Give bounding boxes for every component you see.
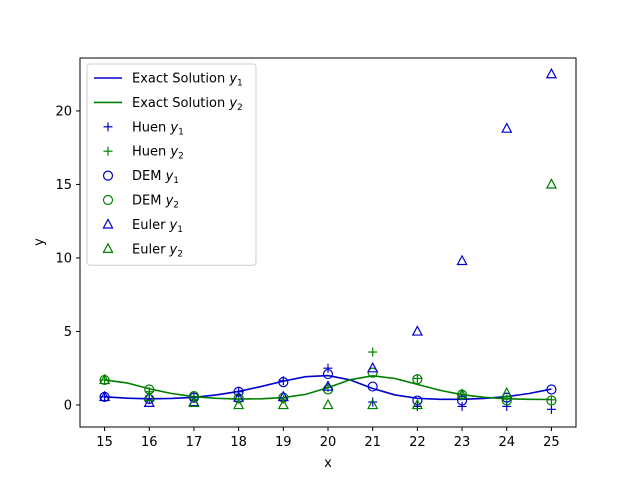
y-tick-label: 15 xyxy=(55,178,72,193)
point-dem-y2 xyxy=(501,395,512,406)
point-euler-y2 xyxy=(143,390,155,402)
point-dem-y2 xyxy=(412,374,423,385)
legend-item: Exact Solution y1 xyxy=(94,72,243,89)
point-dem-y1 xyxy=(546,384,557,395)
point-euler-y2 xyxy=(98,373,111,385)
point-huen-y1 xyxy=(546,404,556,414)
series-dem-y2 xyxy=(99,367,557,406)
legend-item: Huen y1 xyxy=(103,120,184,137)
point-dem-y1 xyxy=(456,395,468,406)
point-euler-y1 xyxy=(545,67,558,79)
x-tick-label: 16 xyxy=(141,435,158,450)
point-dem-y1 xyxy=(501,392,512,403)
y-tick-label: 5 xyxy=(64,325,72,340)
legend-label: Euler y2 xyxy=(132,242,183,259)
x-tick-label: 19 xyxy=(275,435,292,450)
legend-item: Huen y2 xyxy=(103,145,184,162)
point-dem-y2 xyxy=(188,391,200,402)
legend-label: Huen y1 xyxy=(132,120,184,137)
legend-item: Exact Solution y2 xyxy=(94,96,243,113)
legend-label: DEM y2 xyxy=(132,194,179,211)
point-euler-y2 xyxy=(545,178,558,189)
legend-swatch xyxy=(103,122,113,132)
series-line-exact-solution-y1 xyxy=(104,374,552,401)
legend-item: Euler y1 xyxy=(102,218,183,235)
point-euler-y2 xyxy=(233,398,245,410)
point-euler-y1 xyxy=(411,325,423,336)
point-euler-y2 xyxy=(501,386,513,398)
point-euler-y1 xyxy=(456,254,468,266)
legend-swatch xyxy=(102,194,114,206)
point-euler-y2 xyxy=(188,396,200,407)
legend-swatch xyxy=(103,146,113,156)
point-dem-y1 xyxy=(367,381,378,392)
point-dem-y1 xyxy=(233,386,244,397)
legend-swatch xyxy=(102,170,114,181)
legend-label: Exact Solution y2 xyxy=(132,96,243,113)
point-huen-y2 xyxy=(546,395,556,405)
point-euler-y1 xyxy=(98,390,111,402)
point-dem-y2 xyxy=(546,395,557,406)
x-tick-label: 17 xyxy=(186,435,203,450)
legend-item: DEM y2 xyxy=(102,194,179,211)
point-huen-y1 xyxy=(323,363,333,373)
legend-item: Euler y2 xyxy=(102,242,183,259)
y-axis: 0 5 10 15 20 xyxy=(55,104,80,413)
y-axis-label: y xyxy=(32,238,47,246)
point-dem-y2 xyxy=(144,384,155,395)
x-tick-label: 15 xyxy=(96,435,113,450)
point-dem-y1 xyxy=(278,377,289,388)
point-dem-y2 xyxy=(367,367,378,378)
y-tick-label: 20 xyxy=(55,104,72,119)
point-euler-y2 xyxy=(322,398,334,410)
point-euler-y2 xyxy=(277,398,289,410)
x-tick-label: 22 xyxy=(409,435,426,450)
y-tick-label: 0 xyxy=(64,398,72,413)
x-tick-label: 21 xyxy=(364,435,381,450)
legend-label: Huen y2 xyxy=(132,145,184,162)
legend-item: DEM y1 xyxy=(102,169,179,186)
legend-swatch xyxy=(102,218,114,229)
x-tick-label: 20 xyxy=(320,435,337,450)
x-tick-label: 18 xyxy=(230,435,247,450)
point-euler-y1 xyxy=(322,380,334,391)
point-huen-y2 xyxy=(368,347,378,357)
x-tick-label: 23 xyxy=(454,435,471,450)
x-axis: 15 16 17 18 19 20 21 22 23 24 25 xyxy=(96,427,560,450)
legend-label: Euler y1 xyxy=(132,218,183,235)
point-euler-y2 xyxy=(367,398,379,410)
legend: Exact Solution y1 Exact Solution y2 Huen y… xyxy=(86,63,257,266)
series-euler-y2 xyxy=(98,178,558,410)
point-euler-y2 xyxy=(411,398,423,410)
y-tick-label: 10 xyxy=(55,251,72,266)
legend-box xyxy=(86,63,257,266)
legend-label: Exact Solution y1 xyxy=(132,72,243,89)
point-huen-y1 xyxy=(457,401,467,411)
legend-label: DEM y1 xyxy=(132,169,179,186)
point-euler-y1 xyxy=(143,396,155,407)
point-dem-y1 xyxy=(322,368,334,380)
series-layer xyxy=(98,67,558,414)
point-euler-y2 xyxy=(456,388,468,399)
x-tick-label: 25 xyxy=(543,435,560,450)
point-dem-y1 xyxy=(412,395,423,406)
point-euler-y1 xyxy=(501,122,513,133)
legend-swatch xyxy=(102,242,114,253)
x-tick-label: 24 xyxy=(498,435,515,450)
series-dem-y1 xyxy=(99,368,557,406)
point-euler-y1 xyxy=(367,361,379,373)
point-huen-y2 xyxy=(412,373,422,383)
x-axis-label: x xyxy=(324,456,332,471)
